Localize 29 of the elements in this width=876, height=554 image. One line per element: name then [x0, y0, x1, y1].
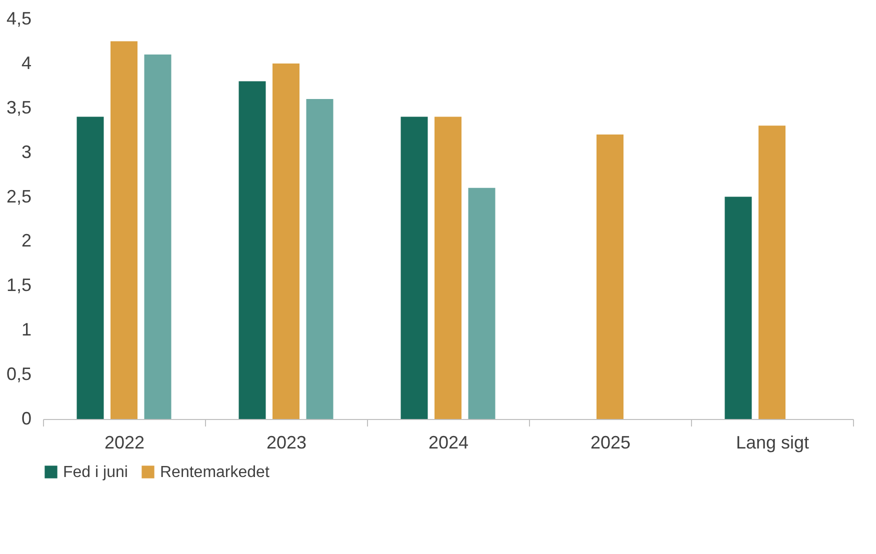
legend-label: Fed i juni	[63, 464, 128, 481]
x-tick-label: Lang sigt	[736, 432, 810, 452]
legend-label: Rentemarkedet	[160, 464, 270, 481]
bar	[434, 116, 462, 419]
bar	[400, 116, 428, 419]
bar	[596, 134, 624, 419]
x-tick-label: 2024	[428, 432, 469, 452]
y-tick-label: 1,5	[6, 275, 32, 296]
bar	[758, 126, 786, 419]
bar	[724, 196, 752, 419]
x-tick-label: 2022	[104, 432, 145, 452]
bar	[306, 99, 334, 419]
y-tick-label: 2	[21, 230, 32, 251]
bar	[272, 63, 300, 419]
y-tick-label: 3	[21, 142, 32, 162]
y-tick-label: 3,5	[6, 97, 32, 118]
x-tick-label: 2023	[266, 432, 307, 452]
y-tick-label: 1	[21, 320, 32, 340]
y-tick-label: 4	[21, 52, 32, 73]
y-tick-label: 0,5	[6, 364, 32, 384]
y-tick-label: 0	[21, 408, 32, 428]
y-tick-label: 2,5	[6, 186, 32, 206]
y-tick-label: 4,5	[6, 8, 32, 28]
bar	[238, 81, 266, 419]
bar	[76, 116, 104, 419]
bar	[110, 41, 138, 419]
x-tick-label: 2025	[590, 432, 631, 452]
bar	[144, 54, 172, 419]
bar	[468, 188, 496, 419]
